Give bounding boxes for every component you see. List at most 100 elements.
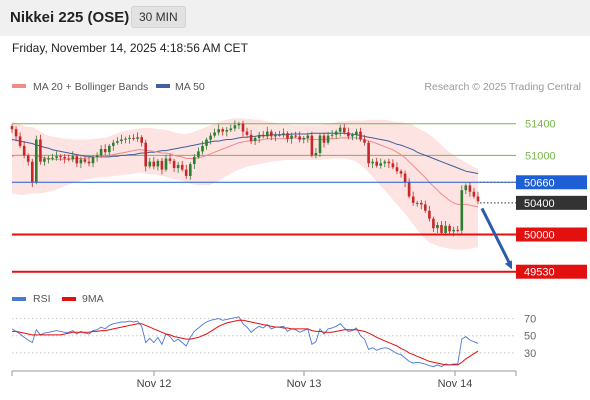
axis-date-label: Nov 12	[137, 378, 172, 390]
candle-body	[108, 145, 111, 153]
candle-body	[253, 137, 257, 142]
candle-body	[10, 126, 14, 130]
candle-body	[144, 142, 147, 167]
candle-body	[391, 163, 395, 168]
candle-body	[387, 161, 391, 164]
candle-body	[407, 182, 411, 197]
candle-body	[120, 139, 123, 142]
candle-body	[71, 156, 75, 160]
legend-swatch-9ma	[62, 297, 76, 301]
candle-body	[217, 129, 220, 133]
ma20-line	[11, 137, 479, 208]
candle-body	[428, 210, 431, 219]
candle-body	[51, 157, 54, 159]
candle-body	[444, 225, 447, 233]
time-axis: Nov 12 Nov 13 Nov 14	[11, 370, 517, 390]
candle-body	[180, 164, 184, 170]
candle-body	[411, 196, 415, 203]
rsi-line	[11, 316, 479, 368]
candle-body	[233, 125, 237, 129]
legend-9ma: 9MA	[82, 293, 104, 305]
candle-body	[318, 135, 322, 153]
candle-body	[464, 185, 468, 191]
legend-ma50: MA 50	[175, 81, 205, 93]
legend-rsi: RSI	[33, 293, 51, 305]
candle-body	[395, 167, 399, 172]
candle-body	[14, 129, 18, 137]
candle-body	[322, 135, 326, 143]
candle-body	[128, 137, 131, 139]
credit-text: Research © 2025 Trading Central	[424, 81, 581, 93]
support-tag-49530	[516, 264, 587, 279]
candle-body	[31, 161, 34, 183]
candle-body	[164, 158, 168, 170]
rsi-tick-label: 70	[524, 314, 536, 326]
candle-body	[35, 139, 38, 183]
main-legend: MA 20 + Bollinger Bands MA 50 Research ©…	[12, 81, 581, 93]
candle-body	[266, 131, 269, 137]
candle-body	[290, 135, 293, 139]
ma50-line	[11, 132, 479, 175]
candle-body	[241, 123, 245, 132]
candle-body	[160, 160, 164, 170]
candle-body	[476, 196, 480, 202]
candle-body	[197, 151, 200, 157]
candle-body	[91, 156, 95, 164]
rsi-tick-label: 30	[524, 348, 536, 360]
candle-body	[95, 155, 99, 157]
candle-body	[213, 132, 216, 136]
candle-body	[103, 149, 107, 153]
candle-body	[209, 135, 212, 140]
rsi-legend: RSI 9MA	[12, 293, 104, 305]
candle-body	[355, 131, 358, 135]
chart-header: Nikkei 225 (OSE) 30 MIN	[0, 0, 590, 37]
support-tag-50000	[516, 227, 587, 242]
timestamp: Friday, November 14, 2025 4:18:56 AM CET	[12, 41, 248, 55]
support-label-50000: 50000	[524, 230, 555, 242]
candle-body	[306, 135, 310, 138]
candle-body	[472, 191, 476, 197]
candle-body	[440, 225, 443, 233]
candle-body	[184, 169, 188, 176]
candle-body	[314, 153, 318, 156]
chart-panel	[0, 36, 590, 400]
candle-body	[249, 134, 253, 142]
candle-body	[274, 134, 277, 137]
candle-body	[403, 173, 407, 183]
legend-swatch-ma50	[156, 84, 170, 88]
candle-body	[415, 202, 419, 204]
candle-body	[379, 163, 382, 166]
rsi-9ma-line	[12, 319, 479, 366]
candle-body	[132, 137, 135, 139]
candle-body	[148, 161, 152, 167]
candle-body	[367, 142, 370, 164]
candle-body	[47, 158, 50, 160]
candle-body	[99, 149, 103, 156]
candle-body	[43, 158, 46, 162]
candle-body	[452, 229, 455, 232]
candle-body	[456, 229, 459, 231]
candle-body	[189, 164, 192, 176]
candle-body	[424, 204, 427, 211]
candle-body	[39, 139, 42, 162]
candle-body	[436, 225, 439, 229]
candle-body	[229, 128, 233, 131]
candle-body	[245, 131, 249, 135]
candle-body	[432, 218, 435, 229]
candle-body	[270, 131, 273, 137]
candle-body	[310, 135, 314, 156]
legend-ma20: MA 20 + Bollinger Bands	[33, 81, 148, 93]
candle-body	[225, 130, 229, 132]
current-price-tag	[516, 195, 587, 210]
candle-body	[448, 225, 451, 232]
candle-body	[176, 164, 180, 169]
interval-button[interactable]: 30 MIN	[131, 6, 186, 28]
rsi-chart: 70 50 30	[11, 314, 536, 368]
pivot-tag	[516, 175, 587, 190]
candle-body	[172, 160, 176, 168]
candle-body	[399, 171, 403, 174]
candle-body	[359, 131, 362, 140]
candle-body	[468, 185, 472, 192]
legend-swatch-rsi	[12, 297, 26, 301]
